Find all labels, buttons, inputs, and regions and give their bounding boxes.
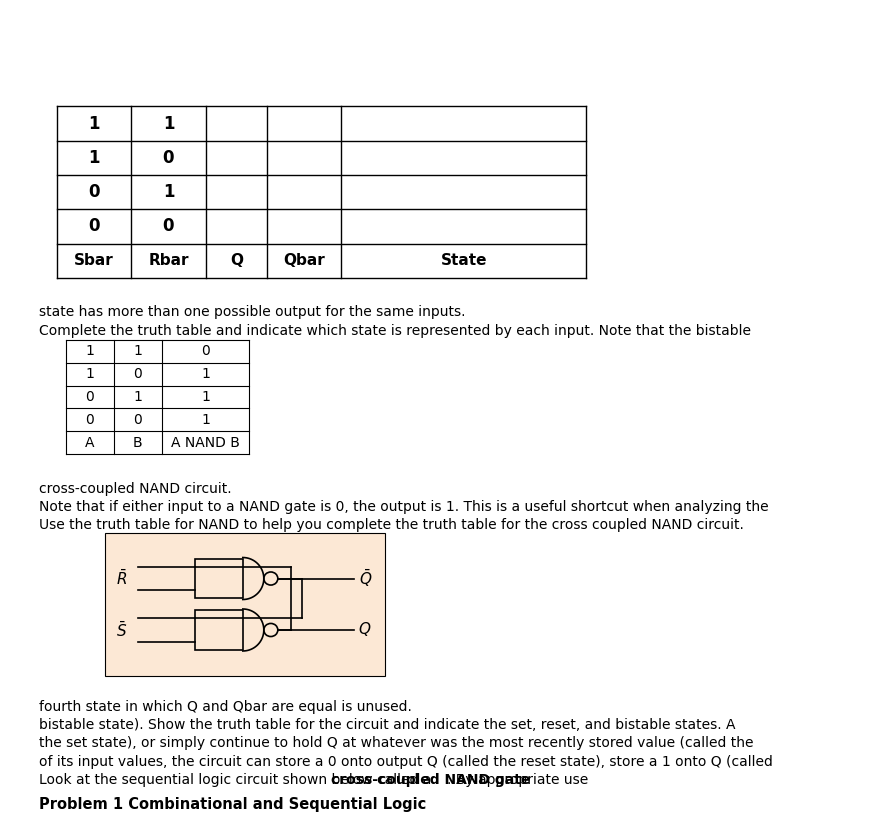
Text: $\bar{Q}$: $\bar{Q}$ [359,568,372,589]
Text: 0: 0 [134,367,142,382]
Text: Look at the sequential logic circuit shown below called a: Look at the sequential logic circuit sho… [39,773,436,787]
Text: 1: 1 [163,114,174,132]
Text: Use the truth table for NAND to help you complete the truth table for the cross : Use the truth table for NAND to help you… [39,519,745,533]
FancyBboxPatch shape [105,533,385,676]
Text: fourth state in which Q and Qbar are equal is unused.: fourth state in which Q and Qbar are equ… [39,699,412,713]
Text: 0: 0 [86,413,94,427]
Text: 1: 1 [163,183,174,201]
Text: of its input values, the circuit can store a 0 onto output Q (called the reset s: of its input values, the circuit can sto… [39,755,774,769]
Text: . By appropriate use: . By appropriate use [447,773,588,787]
Text: bistable state). Show the truth table for the circuit and indicate the set, rese: bistable state). Show the truth table fo… [39,718,736,732]
Text: Q: Q [359,623,371,637]
Text: 1: 1 [201,367,210,382]
Text: 1: 1 [201,413,210,427]
Text: cross-coupled NAND circuit.: cross-coupled NAND circuit. [39,482,232,496]
Text: A: A [85,435,94,450]
Text: 0: 0 [88,217,100,235]
Text: Note that if either input to a NAND gate is 0, the output is 1. This is a useful: Note that if either input to a NAND gate… [39,500,769,514]
Text: 1: 1 [85,367,94,382]
Text: State: State [440,253,487,268]
Text: Q: Q [230,253,242,268]
Text: 0: 0 [163,149,174,167]
Text: Qbar: Qbar [284,253,325,268]
Text: $\bar{R}$: $\bar{R}$ [116,569,128,588]
Text: 0: 0 [88,183,100,201]
Text: Sbar: Sbar [74,253,114,268]
Text: cross-coupled NAND gate: cross-coupled NAND gate [331,773,530,787]
Text: 0: 0 [86,390,94,404]
Text: Problem 1 Combinational and Sequential Logic: Problem 1 Combinational and Sequential L… [39,797,427,811]
Text: 1: 1 [88,114,100,132]
Text: B: B [133,435,143,450]
Text: Rbar: Rbar [148,253,189,268]
Text: state has more than one possible output for the same inputs.: state has more than one possible output … [39,306,466,319]
Text: Complete the truth table and indicate which state is represented by each input. : Complete the truth table and indicate wh… [39,324,752,337]
Text: 1: 1 [201,390,210,404]
Text: 1: 1 [133,344,143,359]
Text: 1: 1 [88,149,100,167]
Text: A NAND B: A NAND B [172,435,240,450]
Text: 0: 0 [201,344,210,359]
Text: 1: 1 [85,344,94,359]
Text: 0: 0 [134,413,142,427]
Text: the set state), or simply continue to hold Q at whatever was the most recently s: the set state), or simply continue to ho… [39,736,754,750]
Text: $\bar{S}$: $\bar{S}$ [116,620,128,640]
Text: 1: 1 [133,390,143,404]
Text: 0: 0 [163,217,174,235]
